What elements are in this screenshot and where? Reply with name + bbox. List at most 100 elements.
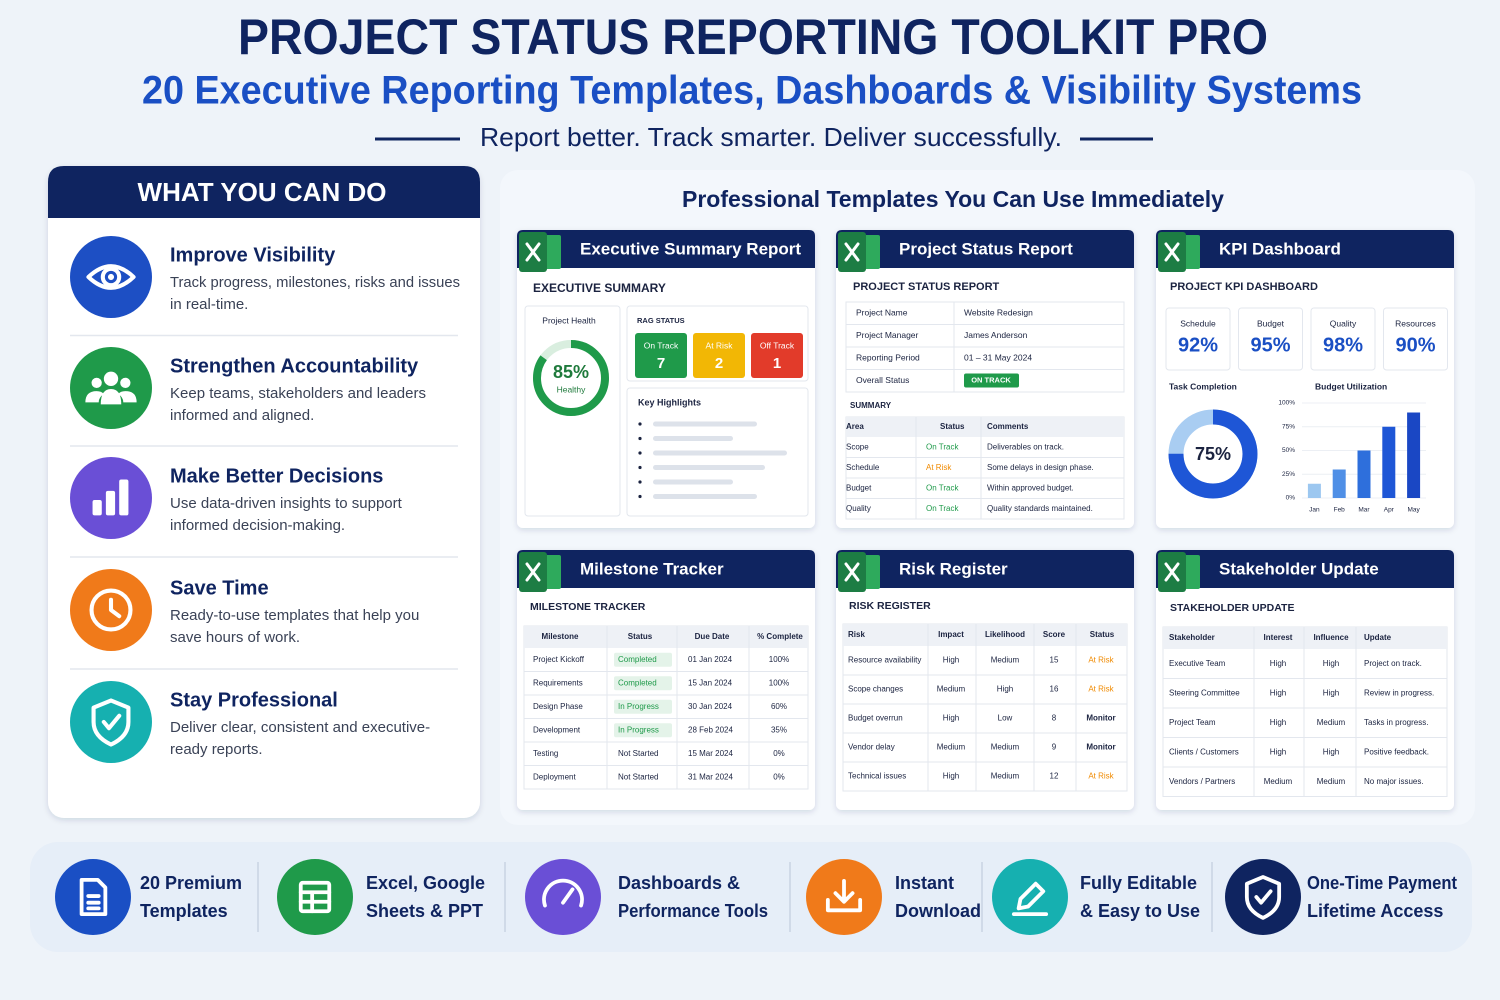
- card-title: Project Status Report: [899, 239, 1073, 258]
- table-cell: Completed: [618, 678, 657, 687]
- icon-part: [118, 391, 137, 403]
- icon-part: [100, 389, 122, 405]
- icon-part: [91, 698, 131, 747]
- table-cell: Project on track.: [1364, 659, 1422, 668]
- rag-tile-label: Off Track: [760, 340, 795, 350]
- template-card: [1156, 230, 1454, 528]
- table-cell: Some delays in design phase.: [987, 463, 1094, 472]
- bar: [1307, 483, 1321, 498]
- card-title: Milestone Tracker: [580, 559, 724, 578]
- bullet: [638, 451, 642, 455]
- status-badge-text: ON TRACK: [971, 375, 1011, 384]
- icon: [85, 371, 137, 405]
- icon-part: [105, 490, 116, 516]
- icon-part: [542, 878, 584, 908]
- bullet: [638, 494, 642, 499]
- icon: [92, 479, 129, 516]
- card-title: Executive Summary Report: [580, 239, 801, 258]
- excel-x: [525, 562, 541, 582]
- table-frame: [523, 625, 809, 790]
- health-label: Project Health: [542, 315, 596, 325]
- placeholder-line: [653, 494, 757, 499]
- table-cell: Resource availability: [848, 656, 921, 665]
- column-header: Status: [940, 422, 965, 431]
- rag-tile-label: On Track: [644, 340, 679, 350]
- kpi-tile: [1238, 307, 1303, 371]
- footer-text: Templates: [140, 901, 228, 921]
- table-cell: High: [1270, 688, 1286, 697]
- footer-text: Lifetime Access: [1307, 901, 1443, 921]
- column-header: Stakeholder: [1169, 633, 1215, 642]
- table-cell: Tasks in progress.: [1364, 718, 1428, 727]
- bar: [1382, 426, 1396, 498]
- table-cell: High: [1270, 747, 1286, 756]
- status-pill: [614, 723, 672, 738]
- card-heading: PROJECT STATUS REPORT: [853, 281, 1000, 293]
- icon-part: [107, 273, 115, 281]
- table-cell: Quality standards maintained.: [987, 504, 1093, 513]
- rag-tile-value: 1: [773, 355, 781, 372]
- column-header: Influence: [1313, 633, 1349, 642]
- features-panel: [48, 166, 480, 818]
- status-pill: [614, 652, 672, 667]
- kpi-label: Resources: [1395, 318, 1436, 328]
- footer-text: Excel, Google: [366, 873, 485, 893]
- card-heading: PROJECT KPI DASHBOARD: [1170, 281, 1318, 293]
- table-cell: Scope changes: [848, 685, 903, 694]
- icon-part: [103, 371, 119, 386]
- table-cell: High: [1323, 659, 1339, 668]
- rag-tile-label: At Risk: [706, 340, 734, 350]
- feature-title: Strengthen Accountability: [170, 355, 419, 377]
- table-cell: 31 Mar 2024: [688, 772, 733, 781]
- y-tick-label: 75%: [1282, 423, 1295, 430]
- feature-text: ready reports.: [170, 741, 263, 758]
- table-frame: [842, 623, 1128, 792]
- card-heading: RISK REGISTER: [849, 600, 931, 612]
- card-header: [517, 550, 815, 588]
- table-cell: 9: [1052, 743, 1057, 752]
- column-header: Impact: [938, 630, 964, 639]
- icon-part: [119, 479, 129, 516]
- bullet: [638, 480, 642, 484]
- table-header: [846, 417, 1124, 437]
- rag-tile-value: 7: [657, 355, 665, 372]
- card-header: [836, 550, 1134, 588]
- card-header: [1156, 230, 1454, 268]
- feature-text: save hours of work.: [170, 629, 300, 646]
- card-heading: MILESTONE TRACKER: [530, 601, 646, 613]
- table-cell: Medium: [991, 656, 1020, 665]
- table-cell: 60%: [771, 702, 787, 711]
- table-cell: High: [1270, 718, 1286, 727]
- rag-tile: [635, 333, 687, 378]
- rag-tile-value: 2: [715, 355, 723, 372]
- feature-text: informed and aligned.: [170, 407, 314, 424]
- table-cell: Medium: [937, 743, 966, 752]
- icon: [298, 880, 332, 914]
- table-cell: Project Team: [1169, 718, 1216, 727]
- table-cell: Scope: [846, 442, 869, 451]
- x-tick-label: May: [1407, 507, 1420, 514]
- icon: [542, 878, 584, 908]
- footer-text: Download: [895, 901, 981, 921]
- column-header: Score: [1043, 630, 1066, 639]
- table-cell: Medium: [991, 772, 1020, 781]
- features-heading: WHAT YOU CAN DO: [138, 177, 387, 207]
- icon-part: [108, 597, 122, 619]
- feature-text: in real-time.: [170, 296, 248, 313]
- icon-circle: [70, 681, 152, 763]
- table-cell: High: [1323, 747, 1339, 756]
- table-cell: Project Kickoff: [533, 655, 585, 664]
- bullet: [638, 465, 642, 470]
- placeholder-line: [653, 465, 765, 470]
- info-value: 01 – 31 May 2024: [964, 352, 1032, 362]
- table-cell: Budget overrun: [848, 714, 903, 723]
- health-arc: [533, 340, 609, 416]
- icon-part: [86, 264, 136, 290]
- status-pill: [614, 676, 672, 691]
- y-tick-label: 50%: [1282, 447, 1295, 454]
- table-cell: 100%: [769, 678, 789, 687]
- table-cell: Executive Team: [1169, 659, 1226, 668]
- rag-label: RAG STATUS: [637, 316, 685, 325]
- table-cell: Completed: [618, 655, 657, 664]
- rag-tile: [693, 333, 745, 378]
